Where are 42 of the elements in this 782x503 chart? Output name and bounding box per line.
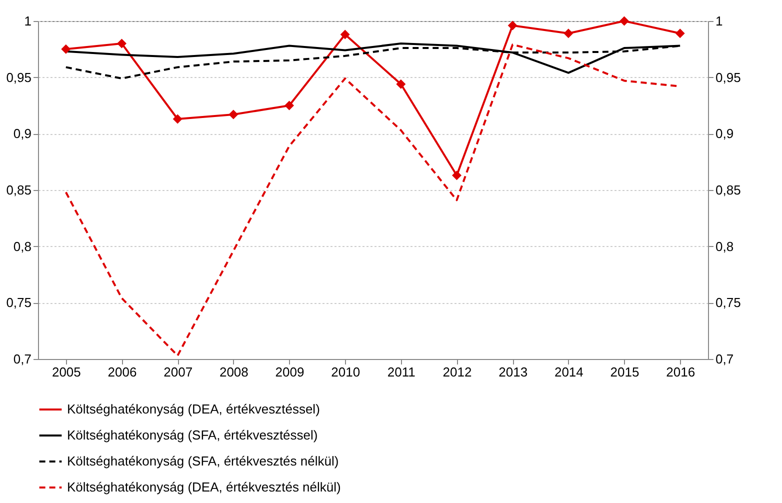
x-tick-label: 2014 (554, 364, 584, 380)
legend-label: Költséghatékonyság (DEA, értékvesztés nélkül) (67, 480, 341, 494)
point (675, 28, 685, 38)
point (508, 20, 518, 30)
x-tick-label: 2007 (164, 364, 193, 380)
y2-tick-label: 0,85 (716, 182, 741, 198)
y2-tick-label: 0,9 (716, 126, 734, 142)
point (396, 79, 406, 89)
point (340, 30, 350, 40)
legend-label: Költséghatékonyság (DEA, értékvesztéssel) (67, 402, 320, 416)
y-tick-label: 0,85 (6, 182, 32, 198)
point (620, 16, 629, 26)
y-tick-label: 0,75 (6, 295, 32, 310)
y-tick-label: 0,7 (13, 352, 32, 366)
x-tick-label: 2012 (442, 364, 472, 380)
y-tick-label: 1 (24, 14, 32, 28)
y2-tick-label: 0,75 (716, 295, 741, 310)
point (61, 44, 71, 54)
y2-tick-label: 0,8 (716, 238, 734, 254)
point (228, 110, 238, 120)
point (117, 38, 126, 48)
legend-label: Költséghatékonyság (SFA, értékvesztés nélkül) (67, 454, 339, 468)
x-tick-label: 2005 (52, 364, 81, 380)
y-tick-label: 0,9 (13, 126, 32, 142)
x-tick-label: 2013 (498, 364, 528, 380)
x-tick-label: 2015 (610, 364, 640, 380)
point (284, 100, 294, 110)
x-tick-label: 2011 (387, 364, 416, 380)
point (564, 28, 574, 38)
point (172, 114, 182, 124)
x-tick-label: 2010 (331, 364, 360, 380)
y-tick-label: 0,8 (13, 238, 32, 254)
x-tick-label: 2009 (275, 364, 304, 380)
x-tick-label: 2008 (219, 364, 248, 380)
y2-tick-label: 1 (716, 14, 723, 28)
legend-label: Költséghatékonyság (SFA, értékvesztéssel) (67, 428, 318, 442)
point (452, 170, 462, 180)
y2-tick-label: 0,7 (716, 352, 734, 366)
x-tick-label: 2006 (108, 364, 137, 380)
y-tick-label: 0,95 (6, 70, 32, 85)
x-tick-label: 2016 (666, 364, 696, 380)
y2-tick-label: 0,95 (716, 70, 741, 85)
